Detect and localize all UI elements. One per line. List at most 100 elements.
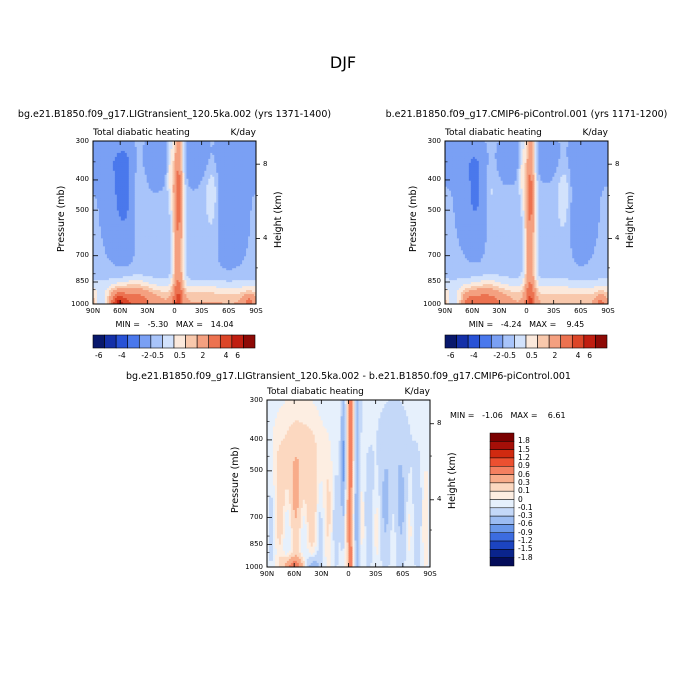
heatmap-cell [180, 152, 183, 156]
heatmap-cell [206, 188, 209, 192]
heatmap-cell [194, 186, 197, 190]
heatmap-cell [180, 214, 183, 217]
heatmap-cell [96, 160, 100, 164]
heatmap-cell [96, 206, 100, 209]
heatmap-cell [182, 206, 185, 209]
heatmap-cell [238, 174, 241, 178]
heatmap-cell [122, 148, 126, 152]
heatmap-cell [162, 214, 165, 217]
heatmap-cell [222, 190, 225, 194]
heatmap-cell [204, 164, 207, 168]
heatmap-cell [130, 184, 134, 188]
heatmap-cell [216, 152, 219, 156]
heatmap-cell [122, 212, 126, 215]
heatmap-cell [112, 148, 116, 152]
heatmap-cell [198, 154, 201, 158]
heatmap-cell [134, 200, 138, 204]
heatmap-cell [212, 148, 215, 152]
heatmap-cell [226, 182, 229, 186]
heatmap-cell [178, 196, 181, 200]
heatmap-cell [164, 176, 167, 180]
heatmap-cell [174, 182, 177, 186]
heatmap-cell [184, 162, 187, 166]
heatmap-cell [112, 176, 116, 180]
heatmap-cell [188, 190, 191, 194]
heatmap-cell [112, 196, 116, 200]
heatmap-cell [190, 170, 193, 174]
heatmap-cell [194, 142, 197, 146]
heatmap-cell [206, 202, 209, 206]
heatmap-cell [250, 206, 253, 209]
heatmap-cell [204, 156, 207, 160]
heatmap-cell [190, 176, 193, 180]
heatmap-cell [142, 210, 146, 213]
heatmap-cell [166, 206, 169, 209]
heatmap-cell [158, 154, 161, 158]
heatmap-cell [216, 144, 219, 148]
heatmap-cell [216, 160, 219, 164]
heatmap-cell [204, 198, 207, 202]
heatmap-cell [178, 212, 181, 215]
heatmap-cell [140, 208, 144, 211]
heatmap-cell [250, 160, 253, 164]
heatmap-cell [238, 154, 241, 158]
heatmap-cell [118, 200, 122, 204]
heatmap-cell [162, 142, 165, 146]
heatmap-cell [194, 152, 197, 156]
heatmap-cell [178, 174, 181, 178]
heatmap-cell [226, 190, 229, 194]
heatmap-cell [202, 172, 205, 176]
heatmap-cell [120, 158, 124, 162]
heatmap-cell [246, 190, 249, 194]
heatmap-cell [214, 204, 217, 207]
heatmap-cell [228, 174, 231, 178]
heatmap-cell [104, 162, 108, 166]
heatmap-cell [228, 172, 231, 176]
heatmap-cell [204, 180, 207, 184]
heatmap-cell [114, 176, 118, 180]
heatmap-cell [184, 188, 187, 192]
heatmap-cell [122, 206, 126, 209]
heatmap-cell [138, 168, 142, 172]
heatmap-cell [178, 154, 181, 158]
heatmap-cell [160, 150, 163, 154]
heatmap-cell [112, 192, 116, 196]
heatmap-cell [108, 158, 112, 162]
heatmap-cell [224, 168, 227, 172]
heatmap-cell [224, 186, 227, 190]
heatmap-cell [132, 154, 136, 158]
heatmap-cell [140, 210, 144, 213]
heatmap-cell [104, 196, 108, 200]
heatmap-cell [228, 178, 231, 182]
heatmap-cell [136, 144, 140, 148]
heatmap-cell [224, 210, 227, 213]
heatmap-cell [240, 148, 243, 152]
heatmap-cell [222, 212, 225, 215]
heatmap-cell [96, 194, 100, 198]
heatmap-cell [102, 166, 106, 170]
heatmap-cell [152, 180, 156, 184]
heatmap-cell [196, 174, 199, 178]
heatmap-cell [96, 214, 100, 217]
heatmap-cell [246, 152, 249, 156]
heatmap-cell [128, 210, 132, 213]
heatmap-cell [176, 200, 179, 204]
heatmap-cell [134, 142, 138, 146]
heatmap-cell [174, 152, 177, 156]
heatmap-cell [150, 141, 154, 144]
heatmap-cell [242, 160, 245, 164]
heatmap-cell [154, 142, 158, 146]
heatmap-cell [252, 144, 255, 148]
heatmap-cell [250, 198, 253, 202]
heatmap-cell [148, 144, 152, 148]
heatmap-cell [108, 156, 112, 160]
heatmap-cell [178, 178, 181, 182]
heatmap-cell [106, 148, 110, 152]
heatmap-cell [232, 202, 235, 206]
heatmap-cell [208, 176, 211, 180]
heatmap-cell [154, 146, 158, 150]
heatmap-cell [102, 194, 106, 198]
heatmap-cell [106, 198, 110, 202]
heatmap-cell [116, 210, 120, 213]
heatmap-cell [252, 168, 255, 172]
